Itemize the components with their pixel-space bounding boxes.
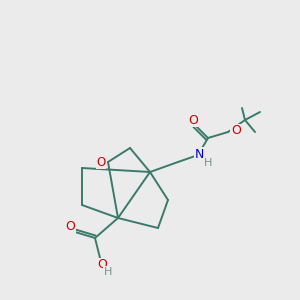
Text: H: H <box>204 158 212 168</box>
Text: O: O <box>65 220 75 233</box>
Text: H: H <box>104 267 112 277</box>
Text: O: O <box>188 113 198 127</box>
Text: O: O <box>231 124 241 137</box>
Text: N: N <box>194 148 204 160</box>
Text: O: O <box>96 155 106 169</box>
Text: O: O <box>97 259 107 272</box>
